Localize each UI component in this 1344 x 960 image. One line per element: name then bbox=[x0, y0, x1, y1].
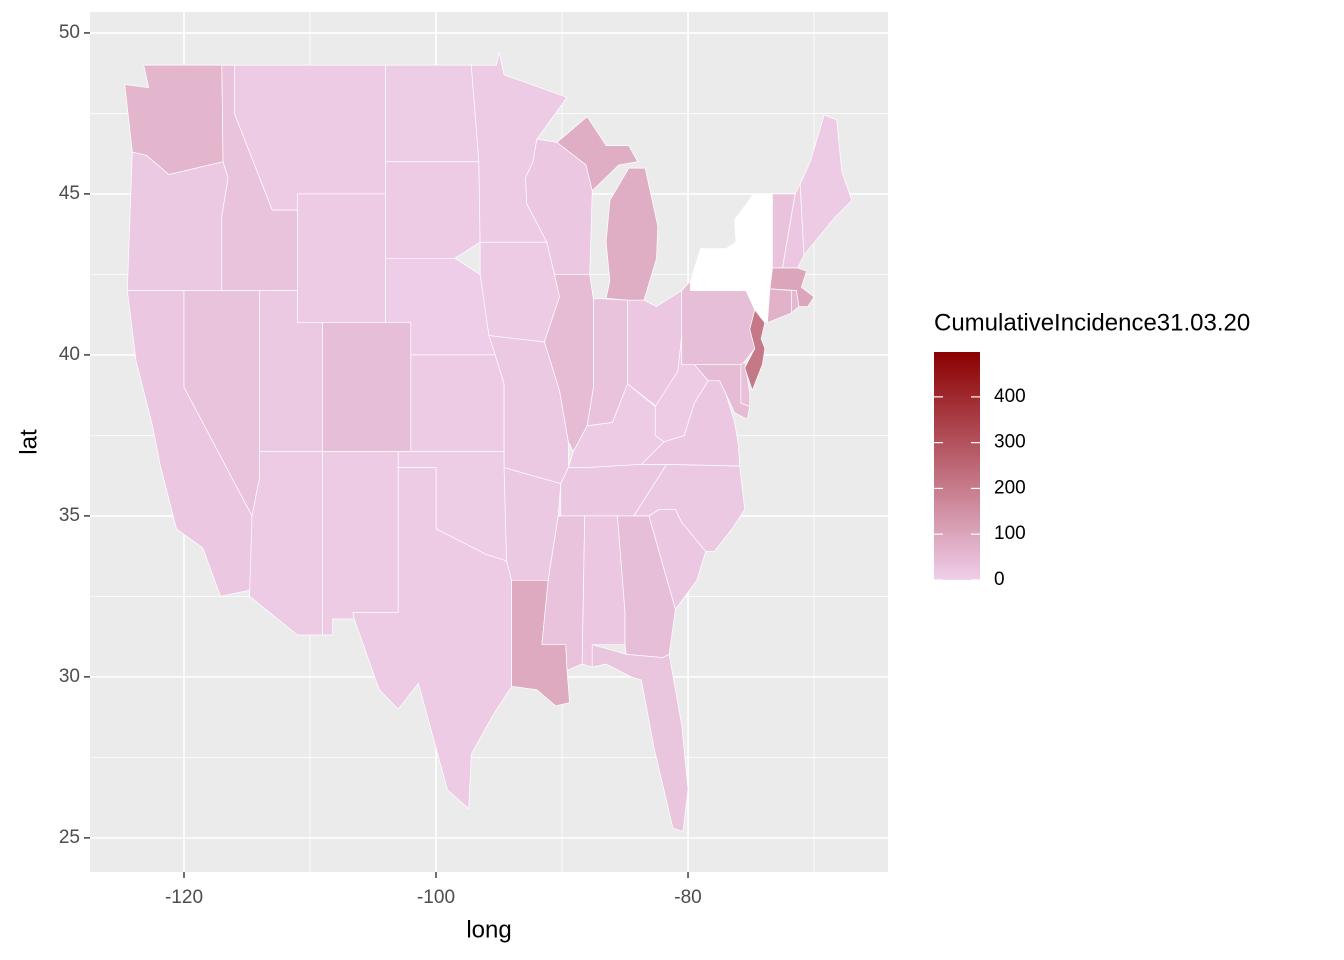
region bbox=[541, 515, 586, 671]
legend-title: CumulativeIncidence31.03.20 bbox=[934, 309, 1250, 336]
legend-tick-label: 0 bbox=[994, 569, 1005, 590]
region bbox=[322, 322, 412, 452]
legend-tick-label: 100 bbox=[994, 523, 1026, 544]
legend-tick-label: 200 bbox=[994, 477, 1026, 498]
y-axis-title: lat bbox=[15, 429, 42, 455]
y-tick-label: 40 bbox=[59, 344, 80, 365]
region bbox=[322, 451, 399, 636]
y-tick-label: 35 bbox=[59, 505, 80, 526]
region bbox=[581, 515, 626, 668]
y-tick-label: 45 bbox=[59, 183, 80, 204]
colorbar bbox=[934, 352, 980, 580]
region bbox=[681, 280, 756, 365]
y-tick-label: 50 bbox=[59, 22, 80, 43]
region bbox=[410, 354, 505, 452]
y-tick-label: 30 bbox=[59, 666, 80, 687]
region bbox=[126, 151, 229, 291]
x-tick-label: -100 bbox=[417, 887, 455, 908]
legend-tick-label: 300 bbox=[994, 432, 1026, 453]
region bbox=[591, 644, 689, 832]
y-tick-label: 25 bbox=[59, 827, 80, 848]
x-tick-label: -80 bbox=[674, 887, 701, 908]
region bbox=[744, 309, 766, 391]
legend-tick-label: 400 bbox=[994, 386, 1026, 407]
region bbox=[782, 183, 805, 269]
region bbox=[479, 241, 560, 343]
region bbox=[352, 467, 512, 810]
region bbox=[297, 193, 386, 324]
region bbox=[385, 161, 481, 259]
region bbox=[385, 64, 480, 163]
x-axis-title: long bbox=[466, 916, 511, 943]
region bbox=[791, 290, 800, 314]
region bbox=[799, 114, 853, 256]
x-tick-label: -120 bbox=[165, 887, 203, 908]
region bbox=[690, 193, 773, 324]
